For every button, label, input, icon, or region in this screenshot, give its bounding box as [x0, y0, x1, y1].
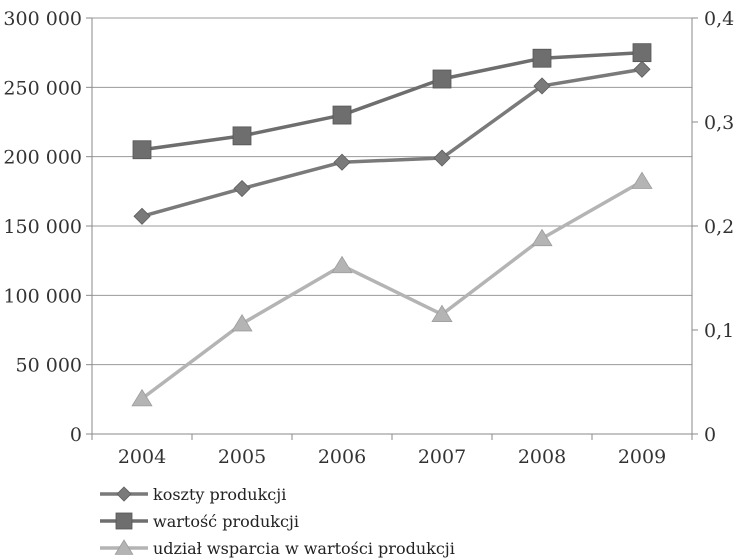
x-tick-label: 2004 — [118, 446, 166, 468]
y-left-tick-label: 300 000 — [3, 8, 82, 30]
legend-label: wartość produkcji — [153, 512, 299, 531]
data-point — [232, 126, 252, 146]
right-axis-ticks: 0 0,1 0,2 0,3 0,4 — [692, 8, 734, 446]
y-right-tick-label: 0 — [704, 424, 716, 446]
data-point — [532, 48, 552, 68]
y-right-tick-label: 0,3 — [704, 112, 734, 134]
data-point — [431, 304, 453, 323]
legend: koszty produkcji wartość produkcji udział … — [100, 485, 455, 558]
y-right-tick-label: 0,2 — [704, 216, 734, 238]
data-point — [132, 140, 152, 160]
series-group — [131, 43, 653, 407]
x-tick-label: 2008 — [518, 446, 566, 468]
y-left-tick-label: 250 000 — [3, 77, 82, 99]
data-point — [332, 105, 352, 125]
data-point — [433, 149, 451, 167]
y-right-tick-label: 0,1 — [704, 320, 734, 342]
x-tick-label: 2007 — [418, 446, 466, 468]
data-point — [533, 77, 551, 95]
legend-label: udział wsparcia w wartości produkcji — [153, 539, 455, 558]
y-left-tick-label: 50 000 — [16, 355, 82, 377]
data-point — [631, 171, 653, 189]
data-point — [231, 313, 253, 332]
data-point — [633, 60, 651, 78]
x-tick-label: 2005 — [218, 446, 266, 468]
legend-label: koszty produkcji — [153, 485, 286, 504]
data-point — [233, 179, 251, 198]
legend-marker — [114, 539, 134, 555]
data-point — [432, 69, 452, 89]
data-point — [133, 207, 151, 225]
left-axis-ticks: 0 50 000 100 000 150 000 200 000 250 000 300 0… — [3, 8, 92, 446]
x-tick-label: 2006 — [318, 446, 366, 468]
series-line — [141, 50, 643, 152]
y-left-tick-label: 200 000 — [3, 147, 82, 169]
series-line — [140, 179, 643, 401]
legend-marker — [115, 512, 133, 530]
y-left-tick-label: 100 000 — [3, 285, 82, 307]
x-axis-ticks: 2004 2005 2006 2007 2008 2009 — [91, 434, 693, 468]
legend-marker — [116, 486, 132, 502]
data-point — [331, 255, 353, 274]
data-point — [632, 43, 652, 63]
data-point — [333, 153, 351, 171]
x-tick-label: 2009 — [618, 446, 666, 468]
gridlines — [92, 17, 692, 366]
series-line — [141, 67, 643, 218]
data-point — [131, 388, 153, 407]
data-point — [531, 228, 553, 247]
y-left-tick-label: 150 000 — [3, 216, 82, 238]
y-left-tick-label: 0 — [70, 424, 82, 446]
y-right-tick-label: 0,4 — [704, 8, 734, 30]
